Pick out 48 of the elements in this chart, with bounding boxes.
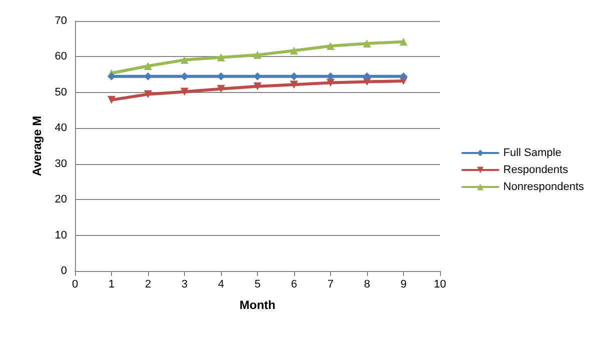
point [363, 72, 371, 80]
point [144, 72, 152, 80]
point [400, 72, 408, 80]
point [254, 82, 262, 90]
legend-label: Respondents [503, 164, 569, 176]
point [217, 72, 225, 80]
point [290, 72, 298, 80]
y-tick-label: 0 [60, 265, 67, 277]
y-tick-label: 50 [54, 86, 67, 98]
point [180, 72, 188, 80]
point [217, 84, 225, 93]
point [180, 56, 188, 64]
point [144, 62, 152, 70]
point [326, 42, 334, 50]
point [144, 90, 152, 98]
x-tick-label: 5 [254, 278, 261, 290]
y-tick-label: 10 [54, 229, 67, 242]
y-axis-title: Average M [30, 116, 44, 176]
point [326, 72, 334, 80]
x-axis-title: Month [240, 298, 276, 312]
point [363, 40, 371, 48]
point [180, 88, 188, 96]
point [254, 72, 262, 80]
x-tick-label: 1 [108, 278, 115, 290]
y-tick-label: 30 [54, 158, 67, 170]
point [290, 46, 298, 55]
x-tick-label: 4 [218, 278, 224, 290]
x-tick-label: 0 [72, 278, 78, 290]
y-tick-label: 20 [54, 194, 67, 206]
x-tick-label: 8 [364, 278, 370, 290]
point [290, 80, 298, 89]
y-tick-label: 70 [54, 15, 67, 27]
x-tick-label: 9 [400, 278, 407, 290]
point [108, 72, 116, 80]
point [108, 96, 116, 104]
x-tick-label: 10 [434, 278, 446, 290]
point [217, 53, 225, 62]
legend-label: Full Sample [503, 147, 562, 159]
legend-label: Nonrespondents [503, 181, 584, 193]
x-tick-label: 3 [181, 278, 188, 290]
x-tick-label: 7 [327, 278, 334, 290]
point [254, 50, 262, 59]
x-tick-label: 2 [144, 278, 152, 290]
point [400, 38, 408, 46]
point [326, 78, 334, 87]
x-tick-label: 6 [290, 278, 298, 290]
y-tick-label: 60 [54, 50, 67, 63]
y-tick-label: 40 [54, 122, 67, 134]
